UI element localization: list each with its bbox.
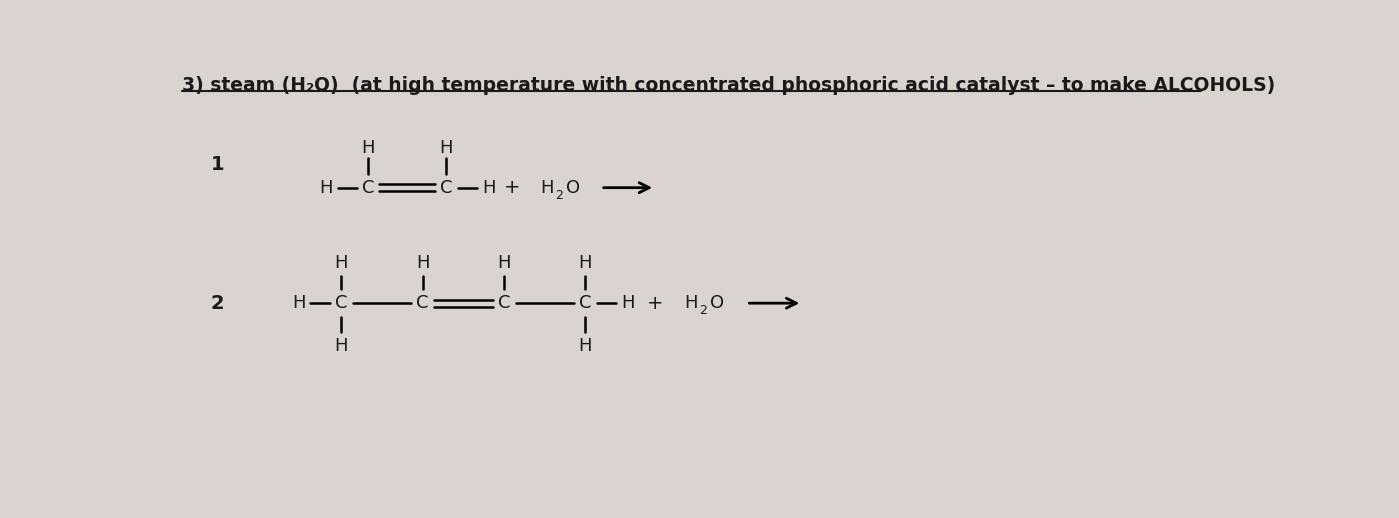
Text: H: H <box>292 294 305 312</box>
Text: 2: 2 <box>555 189 564 202</box>
Text: C: C <box>336 294 347 312</box>
Text: C: C <box>439 179 452 197</box>
Text: 3) steam (H₂O)  (at high temperature with concentrated phosphoric acid catalyst : 3) steam (H₂O) (at high temperature with… <box>182 76 1274 95</box>
Text: C: C <box>362 179 375 197</box>
Text: H: H <box>439 139 453 156</box>
Text: C: C <box>498 294 511 312</box>
Text: 2: 2 <box>700 305 708 318</box>
Text: O: O <box>711 294 725 312</box>
Text: H: H <box>319 179 333 197</box>
Text: 2: 2 <box>211 294 224 313</box>
Text: H: H <box>334 337 348 354</box>
Text: +: + <box>504 178 520 197</box>
Text: O: O <box>567 179 581 197</box>
Text: H: H <box>481 179 495 197</box>
Text: 1: 1 <box>211 155 224 174</box>
Text: H: H <box>362 139 375 156</box>
Text: H: H <box>497 254 511 272</box>
Text: +: + <box>646 294 663 313</box>
Text: C: C <box>417 294 429 312</box>
Text: C: C <box>579 294 592 312</box>
Text: H: H <box>334 254 348 272</box>
Text: H: H <box>416 254 429 272</box>
Text: H: H <box>684 294 698 312</box>
Text: H: H <box>579 337 592 354</box>
Text: H: H <box>621 294 635 312</box>
Text: H: H <box>540 179 554 197</box>
Text: H: H <box>579 254 592 272</box>
